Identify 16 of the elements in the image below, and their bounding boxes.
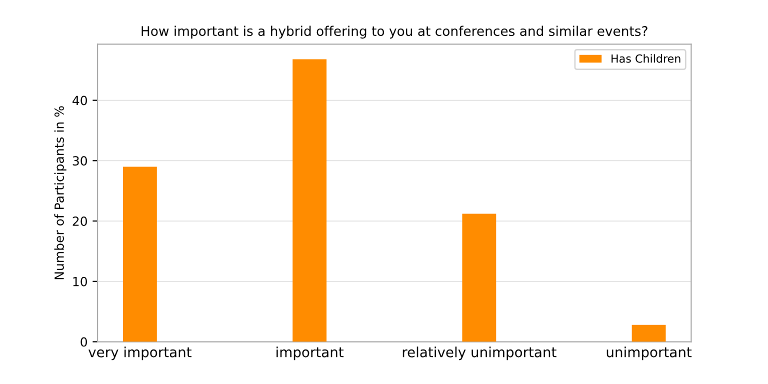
y-tick-label: 40 (72, 96, 87, 106)
y-axis-title: Number of Participants in % (54, 106, 66, 280)
bar (122, 166, 157, 342)
y-tick-label: 30 (72, 156, 87, 166)
bar (462, 214, 496, 342)
x-tick-label: unimportant (606, 346, 692, 360)
y-tick-label: 0 (80, 337, 87, 347)
y-tick-label: 10 (73, 276, 87, 286)
x-tick-label: very important (88, 346, 192, 360)
legend-label: Has Children (612, 54, 680, 63)
y-tick-label: 20 (72, 216, 87, 226)
chart-title: How important is a hybrid offering to you at conferences and similar events? (142, 26, 648, 39)
bar (292, 59, 327, 342)
x-tick-label: important (276, 346, 344, 360)
bar (632, 324, 666, 342)
x-tick-label: relatively unimportant (402, 346, 556, 360)
